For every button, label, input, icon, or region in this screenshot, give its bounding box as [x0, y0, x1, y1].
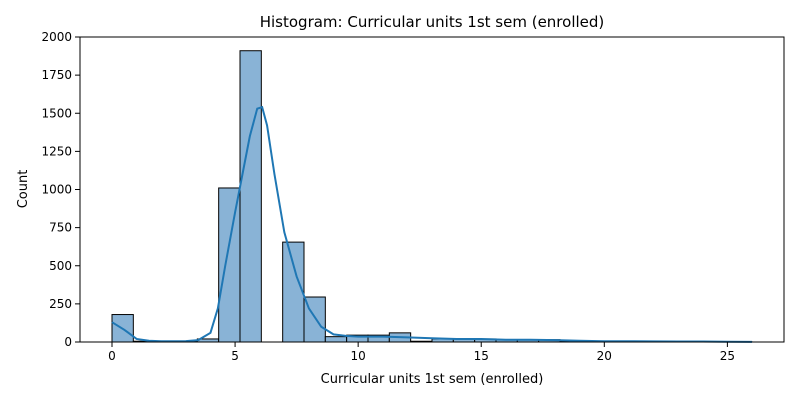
- y-tick-label-250: 250: [49, 297, 72, 311]
- x-axis-ticks: 0 5 10 15 20 25: [108, 342, 735, 363]
- kde-line: [111, 105, 753, 343]
- histogram-bar-6: [239, 50, 262, 343]
- x-axis-label: Curricular units 1st sem (enrolled): [321, 372, 544, 387]
- x-tick-label-5: 5: [231, 349, 239, 363]
- plot-frame: [79, 36, 785, 343]
- x-tick-label-20: 20: [597, 349, 612, 363]
- histogram-bar-8: [282, 241, 305, 343]
- x-tick-label-10: 10: [351, 349, 366, 363]
- y-tick-label-1500: 1500: [41, 106, 72, 120]
- x-tick-label-0: 0: [108, 349, 116, 363]
- x-tick-label-25: 25: [720, 349, 735, 363]
- chart-title: Histogram: Curricular units 1st sem (enr…: [260, 13, 605, 31]
- y-tick-label-0: 0: [64, 335, 72, 349]
- y-tick-label-2000: 2000: [41, 30, 72, 44]
- y-tick-label-1250: 1250: [41, 144, 72, 158]
- bars-group: [111, 50, 753, 343]
- y-tick-label-750: 750: [49, 221, 72, 235]
- histogram-bar-10: [324, 336, 348, 343]
- y-axis-ticks: 0 250 500 750 1000 1250 1500 1750 2000: [41, 30, 80, 349]
- y-tick-label-500: 500: [49, 259, 72, 273]
- histogram-bar-5: [218, 187, 241, 343]
- y-axis-label: Count: [16, 170, 31, 209]
- y-tick-label-1000: 1000: [41, 183, 72, 197]
- y-tick-label-1750: 1750: [41, 68, 72, 82]
- x-tick-label-15: 15: [474, 349, 489, 363]
